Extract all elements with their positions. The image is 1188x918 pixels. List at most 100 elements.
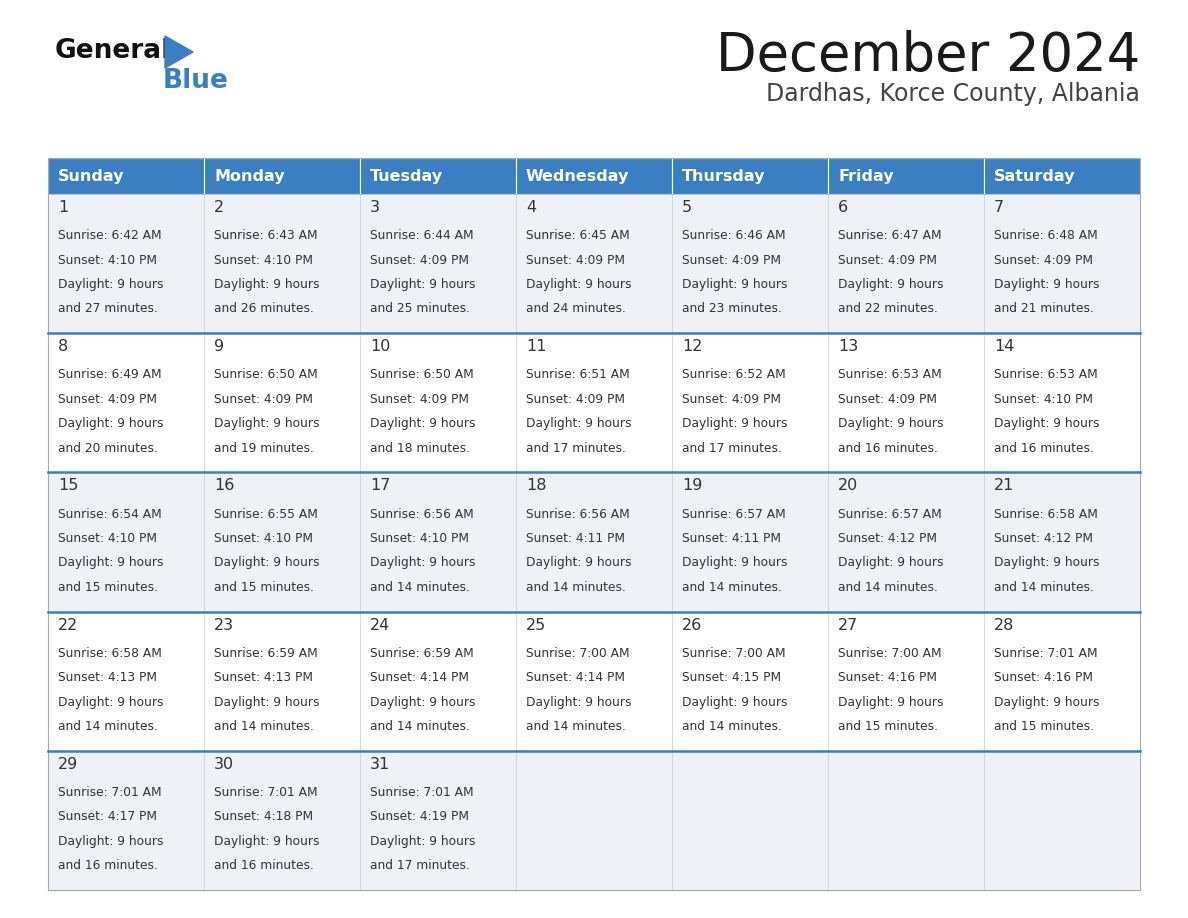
Text: and 24 minutes.: and 24 minutes. — [526, 302, 626, 315]
Text: 6: 6 — [838, 200, 848, 215]
Text: Sunrise: 6:57 AM: Sunrise: 6:57 AM — [682, 508, 785, 521]
Text: Saturday: Saturday — [994, 170, 1075, 185]
Text: Sunset: 4:09 PM: Sunset: 4:09 PM — [838, 393, 937, 406]
Text: Daylight: 9 hours: Daylight: 9 hours — [369, 834, 475, 847]
Text: and 14 minutes.: and 14 minutes. — [994, 581, 1094, 594]
Text: 21: 21 — [994, 478, 1015, 493]
Text: Sunset: 4:09 PM: Sunset: 4:09 PM — [994, 253, 1093, 266]
Text: Daylight: 9 hours: Daylight: 9 hours — [838, 278, 943, 291]
Text: 2: 2 — [214, 200, 225, 215]
Text: Sunset: 4:12 PM: Sunset: 4:12 PM — [994, 532, 1093, 545]
Bar — [360, 158, 516, 194]
Text: 31: 31 — [369, 756, 390, 772]
Text: Daylight: 9 hours: Daylight: 9 hours — [58, 834, 164, 847]
Text: 27: 27 — [838, 618, 858, 633]
Text: and 17 minutes.: and 17 minutes. — [526, 442, 626, 454]
Text: Sunrise: 6:53 AM: Sunrise: 6:53 AM — [838, 368, 942, 382]
Text: 11: 11 — [526, 339, 546, 354]
Text: Sunrise: 7:01 AM: Sunrise: 7:01 AM — [369, 786, 474, 799]
Text: Sunrise: 6:52 AM: Sunrise: 6:52 AM — [682, 368, 785, 382]
Text: Sunset: 4:10 PM: Sunset: 4:10 PM — [214, 253, 312, 266]
Text: Sunset: 4:15 PM: Sunset: 4:15 PM — [682, 671, 782, 684]
Text: and 15 minutes.: and 15 minutes. — [994, 720, 1094, 733]
Text: and 14 minutes.: and 14 minutes. — [526, 581, 626, 594]
Text: 19: 19 — [682, 478, 702, 493]
Text: Thursday: Thursday — [682, 170, 765, 185]
Text: Daylight: 9 hours: Daylight: 9 hours — [214, 278, 320, 291]
Text: Daylight: 9 hours: Daylight: 9 hours — [369, 696, 475, 709]
Text: General: General — [55, 38, 171, 64]
Text: 28: 28 — [994, 618, 1015, 633]
Text: Sunset: 4:09 PM: Sunset: 4:09 PM — [526, 253, 625, 266]
Text: Sunrise: 6:46 AM: Sunrise: 6:46 AM — [682, 230, 785, 242]
Text: 26: 26 — [682, 618, 702, 633]
Text: Sunrise: 7:00 AM: Sunrise: 7:00 AM — [682, 647, 785, 660]
Polygon shape — [165, 36, 192, 68]
Text: Daylight: 9 hours: Daylight: 9 hours — [994, 696, 1100, 709]
Text: Daylight: 9 hours: Daylight: 9 hours — [838, 556, 943, 569]
Text: Daylight: 9 hours: Daylight: 9 hours — [526, 417, 632, 431]
Text: 5: 5 — [682, 200, 693, 215]
Text: and 16 minutes.: and 16 minutes. — [838, 442, 937, 454]
Text: Daylight: 9 hours: Daylight: 9 hours — [214, 696, 320, 709]
Text: 12: 12 — [682, 339, 702, 354]
Text: Sunset: 4:09 PM: Sunset: 4:09 PM — [526, 393, 625, 406]
Bar — [48, 473, 1140, 611]
Text: and 25 minutes.: and 25 minutes. — [369, 302, 470, 315]
Text: Sunset: 4:13 PM: Sunset: 4:13 PM — [214, 671, 312, 684]
Text: and 16 minutes.: and 16 minutes. — [994, 442, 1094, 454]
Text: and 14 minutes.: and 14 minutes. — [682, 581, 782, 594]
Text: Sunset: 4:16 PM: Sunset: 4:16 PM — [994, 671, 1093, 684]
Text: and 14 minutes.: and 14 minutes. — [838, 581, 937, 594]
Text: Sunset: 4:12 PM: Sunset: 4:12 PM — [838, 532, 937, 545]
Text: Sunrise: 6:44 AM: Sunrise: 6:44 AM — [369, 230, 474, 242]
Bar — [828, 158, 984, 194]
Text: 7: 7 — [994, 200, 1004, 215]
Text: Sunset: 4:09 PM: Sunset: 4:09 PM — [838, 253, 937, 266]
Text: Sunrise: 6:54 AM: Sunrise: 6:54 AM — [58, 508, 162, 521]
Text: 18: 18 — [526, 478, 546, 493]
Bar — [48, 158, 1140, 890]
Text: Sunrise: 6:48 AM: Sunrise: 6:48 AM — [994, 230, 1098, 242]
Text: Friday: Friday — [838, 170, 893, 185]
Text: Sunset: 4:09 PM: Sunset: 4:09 PM — [58, 393, 157, 406]
Bar — [204, 158, 360, 194]
Text: Daylight: 9 hours: Daylight: 9 hours — [369, 417, 475, 431]
Text: Sunset: 4:10 PM: Sunset: 4:10 PM — [994, 393, 1093, 406]
Text: 8: 8 — [58, 339, 68, 354]
Text: Daylight: 9 hours: Daylight: 9 hours — [214, 834, 320, 847]
Text: Sunset: 4:16 PM: Sunset: 4:16 PM — [838, 671, 937, 684]
Text: Daylight: 9 hours: Daylight: 9 hours — [994, 278, 1100, 291]
Text: Daylight: 9 hours: Daylight: 9 hours — [682, 556, 788, 569]
Text: Sunset: 4:14 PM: Sunset: 4:14 PM — [369, 671, 469, 684]
Text: Sunset: 4:11 PM: Sunset: 4:11 PM — [682, 532, 781, 545]
Text: and 21 minutes.: and 21 minutes. — [994, 302, 1094, 315]
Text: and 16 minutes.: and 16 minutes. — [214, 859, 314, 872]
Text: Sunset: 4:13 PM: Sunset: 4:13 PM — [58, 671, 157, 684]
Text: and 15 minutes.: and 15 minutes. — [214, 581, 314, 594]
Text: 30: 30 — [214, 756, 234, 772]
Text: 23: 23 — [214, 618, 234, 633]
Text: Monday: Monday — [214, 170, 285, 185]
Text: and 14 minutes.: and 14 minutes. — [58, 720, 158, 733]
Text: Daylight: 9 hours: Daylight: 9 hours — [838, 417, 943, 431]
Text: Sunrise: 6:57 AM: Sunrise: 6:57 AM — [838, 508, 942, 521]
Text: and 18 minutes.: and 18 minutes. — [369, 442, 470, 454]
Bar — [48, 194, 1140, 333]
Bar — [48, 158, 204, 194]
Text: Blue: Blue — [163, 68, 229, 94]
Text: and 15 minutes.: and 15 minutes. — [58, 581, 158, 594]
Text: and 26 minutes.: and 26 minutes. — [214, 302, 314, 315]
Text: 13: 13 — [838, 339, 858, 354]
Text: 9: 9 — [214, 339, 225, 354]
Text: Sunrise: 6:51 AM: Sunrise: 6:51 AM — [526, 368, 630, 382]
Text: Daylight: 9 hours: Daylight: 9 hours — [58, 696, 164, 709]
Text: Sunrise: 7:01 AM: Sunrise: 7:01 AM — [994, 647, 1098, 660]
Text: Sunrise: 6:59 AM: Sunrise: 6:59 AM — [369, 647, 474, 660]
Text: and 23 minutes.: and 23 minutes. — [682, 302, 782, 315]
Text: and 15 minutes.: and 15 minutes. — [838, 720, 939, 733]
Text: and 14 minutes.: and 14 minutes. — [526, 720, 626, 733]
Text: and 14 minutes.: and 14 minutes. — [682, 720, 782, 733]
Text: 29: 29 — [58, 756, 78, 772]
Text: Sunrise: 6:43 AM: Sunrise: 6:43 AM — [214, 230, 317, 242]
